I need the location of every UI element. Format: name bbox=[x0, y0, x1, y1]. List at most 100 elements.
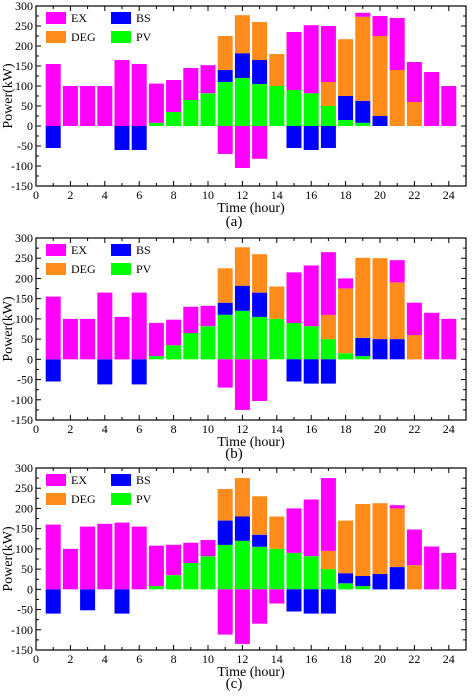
bar-pv-h12 bbox=[234, 78, 250, 126]
y-tick-label: 300 bbox=[15, 0, 33, 13]
bar-ex-h15 bbox=[286, 32, 302, 90]
bar-bs-h5 bbox=[114, 126, 130, 150]
bar-bs-h21 bbox=[389, 567, 405, 590]
bar-ex-h3 bbox=[80, 526, 96, 590]
bar-bs-h11 bbox=[217, 70, 233, 82]
x-tick-label: 0 bbox=[33, 422, 39, 436]
bar-pv-h10 bbox=[200, 556, 216, 590]
x-tick-label: 2 bbox=[67, 652, 73, 666]
legend-label-ex: EX bbox=[71, 11, 87, 25]
x-axis-title: Time (hour) bbox=[217, 435, 285, 450]
bar-deg-h11 bbox=[217, 36, 233, 70]
x-tick-label: 20 bbox=[374, 188, 386, 202]
bar-ex-h8 bbox=[166, 319, 182, 346]
legend-label-deg: DEG bbox=[71, 262, 96, 276]
bar-pv-h15 bbox=[286, 90, 302, 126]
bar-pv-h13 bbox=[252, 84, 268, 126]
bar-pv-h7 bbox=[148, 122, 164, 126]
bar-ex-h22 bbox=[406, 529, 422, 566]
bar-ex-h21 bbox=[389, 18, 405, 70]
legend-swatch-deg bbox=[46, 31, 66, 43]
x-tick-label: 20 bbox=[374, 422, 386, 436]
x-tick-label: 16 bbox=[305, 652, 317, 666]
bar-ex-h16 bbox=[303, 265, 319, 327]
bar-bs-h12 bbox=[234, 285, 250, 311]
y-tick-label: 50 bbox=[21, 332, 33, 346]
x-tick-label: 16 bbox=[305, 422, 317, 436]
bar-ex-h1 bbox=[45, 64, 61, 126]
bar-pv-h18 bbox=[338, 583, 354, 590]
bar-ex-h14 bbox=[269, 589, 285, 604]
bar-ex-h9 bbox=[183, 542, 199, 563]
bar-pv-h11 bbox=[217, 544, 233, 590]
bar-pv-h16 bbox=[303, 326, 319, 360]
bar-deg-h11 bbox=[217, 489, 233, 521]
legend-swatch-bs bbox=[111, 474, 131, 486]
bar-ex-h4 bbox=[97, 523, 113, 590]
y-tick-label: 250 bbox=[15, 19, 33, 33]
x-tick-label: 16 bbox=[305, 188, 317, 202]
bar-ex-h17 bbox=[320, 26, 336, 82]
bar-bs-h15 bbox=[286, 359, 302, 382]
bar-pv-h14 bbox=[269, 86, 285, 126]
bar-ex-h22 bbox=[406, 302, 422, 336]
x-tick-label: 0 bbox=[33, 652, 39, 666]
bar-ex-h11 bbox=[217, 589, 233, 635]
x-tick-label: 14 bbox=[271, 652, 283, 666]
bar-ex-h4 bbox=[97, 86, 113, 126]
bar-bs-h1 bbox=[45, 589, 61, 614]
bar-ex-h2 bbox=[62, 318, 78, 360]
bar-pv-h17 bbox=[320, 339, 336, 360]
legend-label-deg: DEG bbox=[71, 30, 96, 44]
bar-bs-h19 bbox=[355, 100, 371, 123]
x-tick-label: 8 bbox=[171, 422, 177, 436]
x-tick-label: 24 bbox=[443, 652, 455, 666]
bar-deg-h18 bbox=[338, 39, 354, 96]
bar-deg-h14 bbox=[269, 286, 285, 319]
bar-bs-h17 bbox=[320, 589, 336, 614]
bar-ex-h24 bbox=[441, 318, 457, 360]
bar-pv-h10 bbox=[200, 93, 216, 126]
bar-pv-h8 bbox=[166, 575, 182, 590]
bar-bs-h3 bbox=[80, 589, 96, 611]
panel-caption: (c) bbox=[226, 676, 243, 692]
bar-ex-h17 bbox=[320, 252, 336, 315]
x-tick-label: 22 bbox=[408, 188, 420, 202]
bar-ex-h23 bbox=[424, 546, 440, 590]
bar-bs-h19 bbox=[355, 576, 371, 587]
bar-deg-h17 bbox=[320, 550, 336, 570]
bar-ex-h16 bbox=[303, 499, 319, 557]
legend-label-ex: EX bbox=[71, 243, 87, 257]
bar-ex-h24 bbox=[441, 86, 457, 126]
x-tick-label: 22 bbox=[408, 422, 420, 436]
y-axis-title: Power(kW) bbox=[1, 526, 16, 592]
bar-pv-h12 bbox=[234, 540, 250, 590]
y-tick-label: -150 bbox=[11, 413, 33, 427]
bar-ex-h5 bbox=[114, 60, 130, 126]
bar-ex-h3 bbox=[80, 318, 96, 360]
bar-deg-h14 bbox=[269, 516, 285, 549]
x-tick-label: 18 bbox=[340, 188, 352, 202]
bar-bs-h11 bbox=[217, 520, 233, 545]
bar-ex-h5 bbox=[114, 316, 130, 360]
bar-deg-h11 bbox=[217, 268, 233, 303]
x-tick-label: 10 bbox=[202, 188, 214, 202]
x-tick-label: 14 bbox=[271, 188, 283, 202]
bar-deg-h13 bbox=[252, 254, 268, 293]
bar-deg-h18 bbox=[338, 520, 354, 574]
legend-swatch-ex bbox=[46, 244, 66, 256]
bar-deg-h17 bbox=[320, 314, 336, 340]
legend-swatch-ex bbox=[46, 12, 66, 24]
bar-pv-h12 bbox=[234, 310, 250, 360]
bar-ex-h18 bbox=[338, 278, 354, 289]
bar-bs-h16 bbox=[303, 126, 319, 150]
x-axis-title: Time (hour) bbox=[217, 665, 285, 680]
bar-ex-h10 bbox=[200, 65, 216, 94]
bar-deg-h18 bbox=[338, 288, 354, 354]
bar-ex-h13 bbox=[252, 359, 268, 401]
bar-deg-h22 bbox=[406, 102, 422, 126]
bar-bs-h15 bbox=[286, 126, 302, 148]
legend-label-bs: BS bbox=[136, 11, 151, 25]
